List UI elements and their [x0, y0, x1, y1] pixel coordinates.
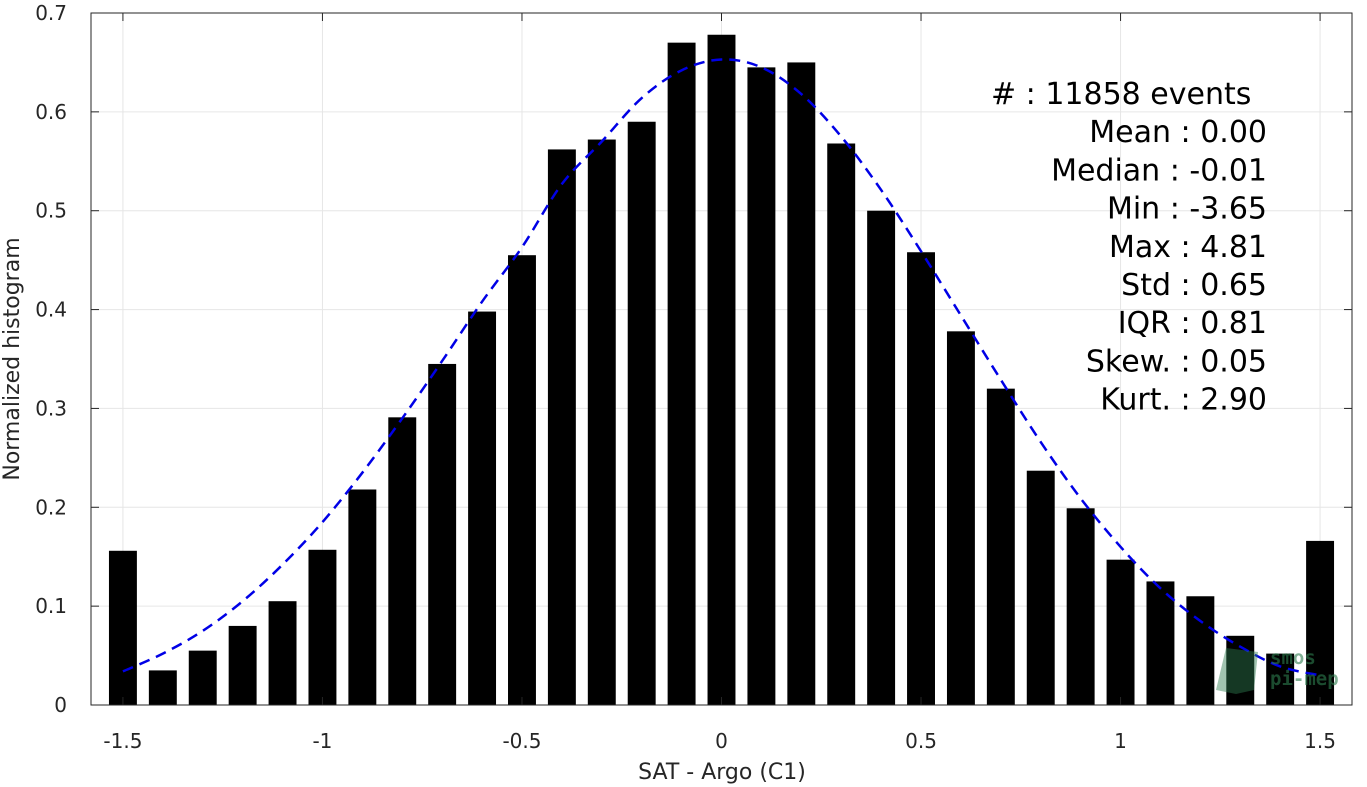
gaussian-fit-curve — [122, 58, 1321, 677]
stat-line: IQR : 0.81 — [1118, 306, 1267, 341]
histogram-bar — [148, 670, 177, 705]
histogram-bar — [667, 42, 696, 705]
x-tick-label: 0.5 — [905, 729, 937, 753]
x-tick-label: 1.5 — [1304, 729, 1336, 753]
stat-line: Std : 0.65 — [1121, 268, 1267, 303]
y-tick-label: 0 — [54, 693, 67, 717]
logo-text-line-1: smos — [1270, 647, 1316, 669]
histogram-bar — [508, 255, 536, 705]
y-tick-label: 0.1 — [35, 594, 67, 618]
x-tick-label: -1.5 — [103, 729, 142, 753]
x-axis-label: SAT - Argo (C1) — [638, 760, 806, 785]
stat-line: Kurt. : 2.90 — [1100, 383, 1267, 418]
axis-ticks — [91, 12, 1352, 706]
histogram-bar — [986, 388, 1015, 705]
histogram-bar — [1186, 596, 1215, 705]
histogram-bar — [388, 417, 417, 705]
x-tick-label: 0 — [715, 729, 728, 753]
histogram-bar — [188, 650, 217, 705]
x-tick-label: 1 — [1114, 729, 1127, 753]
histogram-bar — [627, 121, 656, 705]
x-tick-labels: -1.5 -1 -0.5 0 0.5 1 1.5 — [103, 729, 1336, 753]
y-tick-label: 0.2 — [35, 495, 67, 519]
smos-pi-mep-logo: smos pi-mep — [1216, 647, 1339, 694]
bar-series — [108, 34, 1335, 706]
histogram-bar — [228, 625, 257, 705]
y-tick-label: 0.7 — [35, 1, 67, 25]
logo-text-line-2: pi-mep — [1270, 668, 1339, 690]
x-tick-label: -1 — [312, 729, 332, 753]
histogram-bar — [1306, 540, 1335, 705]
y-tick-label: 0.3 — [35, 396, 67, 420]
y-tick-label: 0.6 — [35, 100, 67, 124]
stat-line: Skew. : 0.05 — [1086, 344, 1267, 379]
histogram-bar — [787, 62, 816, 705]
logo-shape-icon — [1216, 648, 1258, 694]
histogram-bar — [747, 67, 776, 705]
stat-line: # : 11858 events — [991, 77, 1251, 112]
histogram-bar — [587, 139, 616, 706]
histogram-bar — [108, 550, 137, 705]
histogram-bar — [547, 149, 576, 705]
y-axis-label: Normalized histogram — [0, 237, 25, 480]
stat-line: Median : -0.01 — [1051, 153, 1267, 188]
histogram-bar — [308, 549, 337, 705]
histogram-bar — [946, 331, 975, 705]
y-tick-labels: 0 0.1 0.2 0.3 0.4 0.5 0.6 0.7 — [35, 1, 67, 717]
histogram-bar — [268, 601, 297, 705]
histogram-bar — [907, 252, 935, 705]
x-tick-label: -0.5 — [502, 729, 541, 753]
histogram-bar — [468, 311, 497, 705]
stat-line: Min : -3.65 — [1107, 192, 1267, 227]
stat-line: Max : 4.81 — [1109, 230, 1267, 265]
histogram-bar — [1026, 470, 1055, 705]
histogram-bar — [1146, 581, 1175, 705]
histogram-bar — [1106, 559, 1135, 705]
histogram-bar — [1266, 653, 1295, 705]
y-tick-label: 0.5 — [35, 199, 67, 223]
histogram-bar — [867, 210, 896, 705]
stat-line: Mean : 0.00 — [1089, 115, 1267, 150]
histogram-bar — [348, 489, 377, 705]
histogram-bar — [428, 363, 457, 705]
y-tick-label: 0.4 — [35, 298, 67, 322]
histogram-bar — [827, 143, 856, 705]
histogram-bar — [707, 34, 736, 705]
histogram-bar — [1066, 508, 1095, 705]
